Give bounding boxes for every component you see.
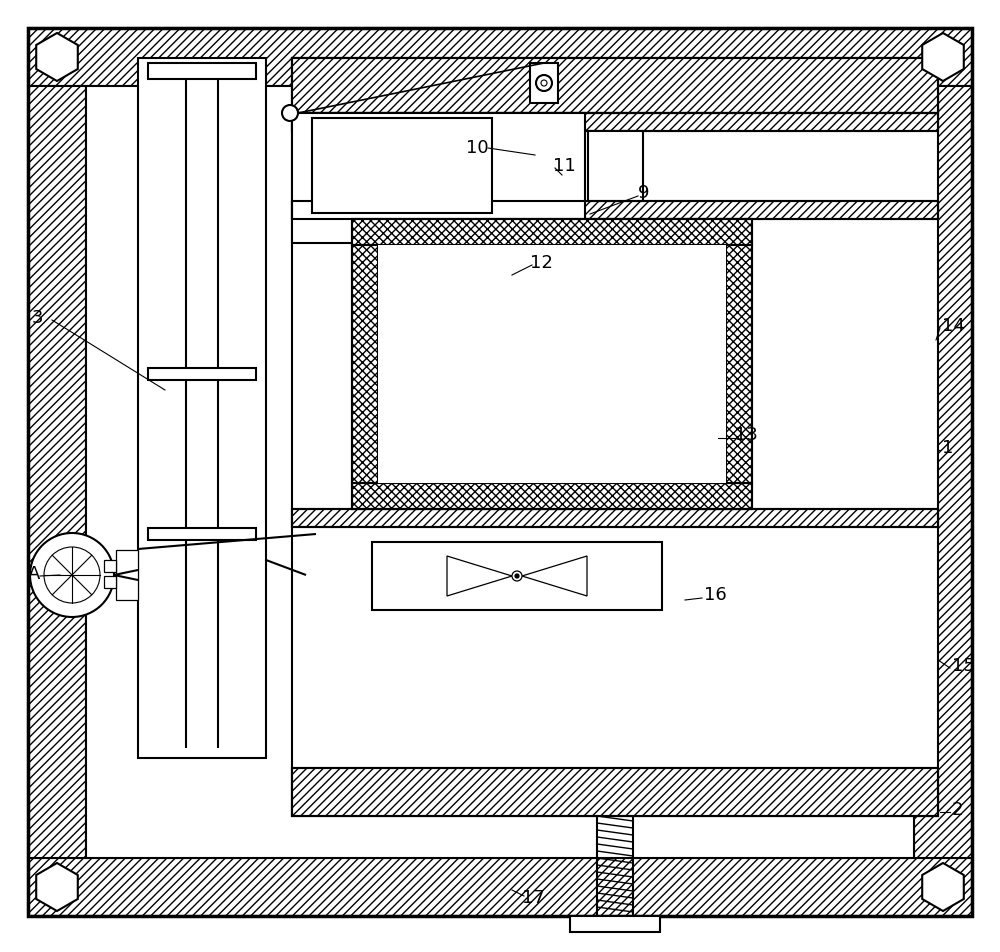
Text: 14: 14 — [942, 317, 965, 335]
Text: 3: 3 — [32, 309, 44, 327]
Bar — [352, 245, 378, 483]
Bar — [292, 113, 585, 243]
Bar — [148, 368, 256, 380]
Text: 16: 16 — [704, 586, 727, 604]
Bar — [588, 131, 643, 201]
Text: 10: 10 — [466, 139, 489, 157]
Circle shape — [512, 571, 522, 581]
Text: 12: 12 — [530, 254, 553, 272]
Bar — [292, 58, 938, 816]
Bar — [372, 542, 662, 610]
Bar — [530, 63, 558, 103]
Bar — [312, 118, 492, 213]
Bar — [28, 28, 972, 86]
Bar — [292, 58, 938, 113]
Bar — [292, 201, 938, 219]
Bar — [292, 509, 938, 527]
Bar — [378, 245, 726, 483]
Polygon shape — [36, 33, 78, 81]
Circle shape — [30, 533, 114, 617]
Bar — [292, 113, 938, 131]
Circle shape — [282, 105, 298, 121]
Bar — [352, 219, 752, 509]
Bar — [292, 509, 938, 527]
Text: A: A — [28, 565, 40, 583]
Circle shape — [44, 547, 100, 603]
Circle shape — [541, 80, 547, 86]
Bar — [148, 63, 256, 79]
Circle shape — [515, 574, 519, 578]
Bar — [352, 483, 752, 509]
Polygon shape — [922, 33, 964, 81]
Circle shape — [536, 75, 552, 91]
Text: 9: 9 — [638, 184, 650, 202]
Text: 15: 15 — [952, 657, 975, 675]
Bar — [292, 768, 938, 816]
Bar — [352, 219, 752, 245]
Polygon shape — [922, 863, 964, 911]
Bar — [86, 86, 914, 858]
Polygon shape — [36, 863, 78, 911]
Bar — [104, 576, 116, 588]
Bar — [914, 86, 972, 858]
Text: 17: 17 — [522, 889, 545, 907]
Bar — [148, 528, 256, 540]
Bar — [292, 58, 938, 113]
Bar — [28, 86, 86, 858]
Bar — [116, 550, 138, 600]
Bar — [570, 916, 660, 932]
Bar — [726, 245, 752, 483]
Bar — [292, 113, 938, 131]
Text: 13: 13 — [735, 426, 758, 444]
Bar — [138, 58, 266, 758]
Bar — [292, 768, 938, 816]
Bar — [292, 201, 938, 219]
Text: 2: 2 — [952, 801, 964, 819]
Text: 11: 11 — [553, 157, 576, 175]
Text: 1: 1 — [942, 439, 953, 457]
Bar — [28, 858, 972, 916]
Bar — [104, 560, 116, 572]
